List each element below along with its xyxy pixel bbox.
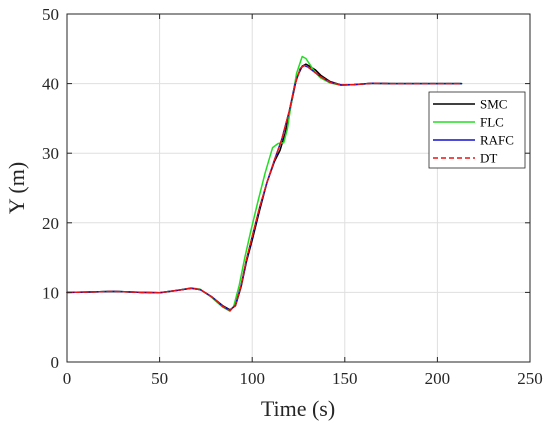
legend-label-smc: SMC xyxy=(480,97,507,112)
x-tick-label: 0 xyxy=(63,369,72,388)
x-axis-label: Time (s) xyxy=(261,396,335,421)
y-tick-label: 40 xyxy=(42,75,59,94)
y-tick-label: 30 xyxy=(42,144,59,163)
y-tick-label: 0 xyxy=(51,353,60,372)
plot-frame xyxy=(66,13,531,363)
series-lines xyxy=(66,55,463,312)
y-tick-labels: 0 10 20 30 40 50 xyxy=(42,5,59,372)
series-line-dt xyxy=(66,64,463,312)
x-tick-label: 250 xyxy=(517,369,543,388)
legend: SMC FLC RAFC DT xyxy=(428,91,526,169)
y-tick-label: 20 xyxy=(42,214,59,233)
x-tick-label: 200 xyxy=(425,369,451,388)
x-tick-label: 50 xyxy=(151,369,168,388)
y-tick-label: 10 xyxy=(42,283,59,302)
y-axis-label: Y (m) xyxy=(4,162,29,214)
x-tick-label: 150 xyxy=(332,369,358,388)
x-tick-labels: 0 50 100 150 200 250 xyxy=(63,369,543,388)
x-tick-label: 100 xyxy=(239,369,265,388)
legend-label-flc: FLC xyxy=(480,115,504,130)
axis-ticks xyxy=(66,13,531,363)
legend-label-dt: DT xyxy=(480,151,497,166)
y-tick-label: 50 xyxy=(42,5,59,24)
legend-label-rafc: RAFC xyxy=(480,133,514,148)
